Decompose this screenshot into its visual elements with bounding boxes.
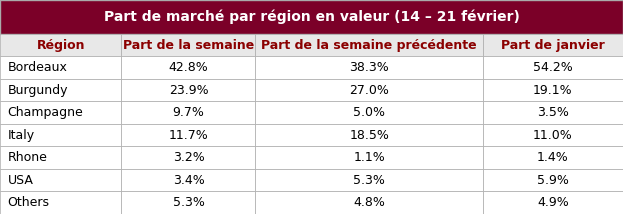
Bar [0, 169, 121, 192]
Bar [121, 169, 255, 192]
Bar [0, 0, 623, 34]
Text: 3.4%: 3.4% [173, 174, 204, 187]
Text: 4.8%: 4.8% [353, 196, 385, 209]
Bar [483, 34, 623, 56]
Text: USA: USA [7, 174, 34, 187]
Text: 54.2%: 54.2% [533, 61, 573, 74]
Text: 3.2%: 3.2% [173, 151, 204, 164]
Text: 1.4%: 1.4% [537, 151, 569, 164]
Bar [483, 169, 623, 192]
Bar [0, 192, 121, 214]
Bar [483, 56, 623, 79]
Bar [255, 79, 483, 101]
Text: 19.1%: 19.1% [533, 84, 573, 97]
Text: Part de la semaine: Part de la semaine [123, 39, 254, 52]
Bar [483, 101, 623, 124]
Text: Others: Others [7, 196, 49, 209]
Text: 42.8%: 42.8% [169, 61, 208, 74]
Text: 5.0%: 5.0% [353, 106, 385, 119]
Bar [255, 124, 483, 146]
Bar [121, 192, 255, 214]
Bar [255, 146, 483, 169]
Bar [0, 79, 121, 101]
Bar [0, 101, 121, 124]
Text: 5.3%: 5.3% [353, 174, 385, 187]
Text: Bordeaux: Bordeaux [7, 61, 67, 74]
Text: 4.9%: 4.9% [537, 196, 569, 209]
Bar [483, 146, 623, 169]
Text: 9.7%: 9.7% [173, 106, 204, 119]
Text: 38.3%: 38.3% [350, 61, 389, 74]
Text: 5.9%: 5.9% [537, 174, 569, 187]
Bar [121, 101, 255, 124]
Bar [121, 146, 255, 169]
Bar [0, 56, 121, 79]
Text: Champagne: Champagne [7, 106, 83, 119]
Text: Burgundy: Burgundy [7, 84, 68, 97]
Text: 5.3%: 5.3% [173, 196, 204, 209]
Text: 1.1%: 1.1% [353, 151, 385, 164]
Bar [121, 34, 255, 56]
Text: 3.5%: 3.5% [537, 106, 569, 119]
Text: Part de janvier: Part de janvier [501, 39, 605, 52]
Text: Part de la semaine précédente: Part de la semaine précédente [261, 39, 477, 52]
Bar [255, 101, 483, 124]
Bar [0, 34, 121, 56]
Text: Italy: Italy [7, 129, 35, 142]
Bar [255, 34, 483, 56]
Bar [0, 124, 121, 146]
Bar [0, 146, 121, 169]
Bar [483, 79, 623, 101]
Text: 23.9%: 23.9% [169, 84, 208, 97]
Text: 11.7%: 11.7% [169, 129, 208, 142]
Bar [121, 124, 255, 146]
Bar [255, 56, 483, 79]
Bar [255, 192, 483, 214]
Text: Rhone: Rhone [7, 151, 47, 164]
Bar [121, 79, 255, 101]
Bar [483, 124, 623, 146]
Bar [121, 56, 255, 79]
Text: Part de marché par région en valeur (14 – 21 février): Part de marché par région en valeur (14 … [103, 10, 520, 24]
Bar [255, 169, 483, 192]
Text: 18.5%: 18.5% [349, 129, 389, 142]
Text: 27.0%: 27.0% [349, 84, 389, 97]
Bar [483, 192, 623, 214]
Text: 11.0%: 11.0% [533, 129, 573, 142]
Text: Région: Région [37, 39, 85, 52]
